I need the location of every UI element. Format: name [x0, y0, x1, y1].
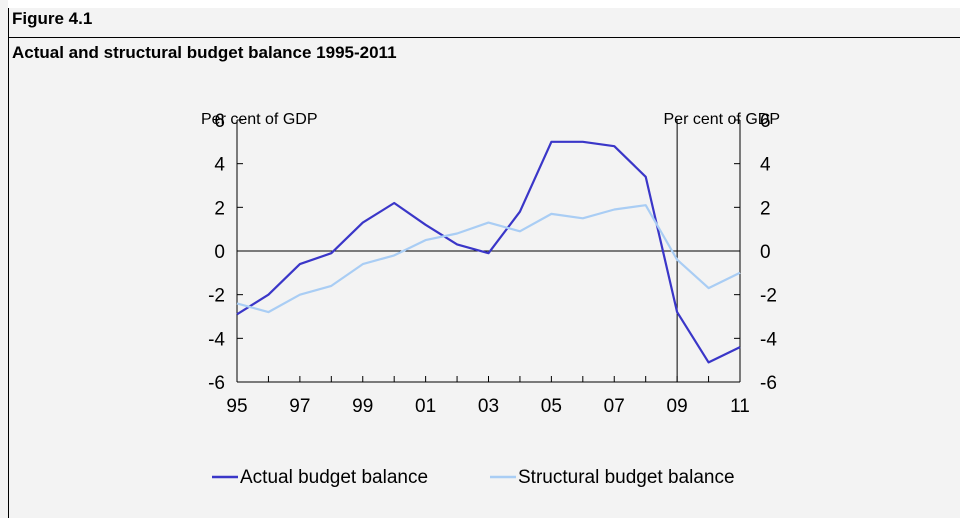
right-y-tick-label: 0: [760, 242, 771, 263]
left-y-tick-label: 6: [214, 111, 225, 132]
actual-balance-line: [236, 140, 741, 364]
structural-balance-line: [236, 204, 741, 314]
x-tick-label: 01: [415, 396, 436, 417]
legend-label-actual: Actual budget balance: [240, 467, 428, 488]
chart-axes: -6 -6 -4 -4 -2 -2 0 0 2 2 4 4 6 6 95 97 99 01 03 05 07 09 11: [208, 111, 777, 417]
x-tick-label: 99: [352, 396, 373, 417]
chart-series: [236, 140, 741, 364]
x-tick-label: 11: [730, 396, 750, 417]
left-y-tick-label: 0: [214, 242, 225, 263]
x-tick-label: 95: [226, 396, 247, 417]
left-y-tick-label: -2: [208, 286, 225, 307]
right-y-tick-label: -4: [760, 329, 777, 350]
left-y-tick-label: -6: [208, 373, 225, 394]
right-y-tick-label: -2: [760, 286, 777, 307]
left-axis-unit: Per cent of GDP: [201, 111, 318, 128]
figure-title: Actual and structural budget balance 199…: [12, 43, 397, 62]
x-tick-label: 97: [289, 396, 310, 417]
right-axis-unit: Per cent of GDP: [664, 111, 781, 128]
x-tick-label: 09: [667, 396, 688, 417]
legend-label-structural: Structural budget balance: [518, 467, 735, 488]
header-band: [8, 0, 960, 8]
left-y-tick-label: -4: [208, 329, 225, 350]
right-y-tick-label: 4: [760, 155, 771, 176]
right-y-tick-label: 6: [760, 111, 771, 132]
x-tick-label: 05: [541, 396, 562, 417]
figure-label: Figure 4.1: [12, 9, 93, 28]
left-y-tick-label: 2: [214, 198, 225, 219]
left-margin-rule: [8, 8, 9, 518]
chart-legend: Actual budget balance Structural budget b…: [212, 467, 735, 488]
right-y-tick-label: -6: [760, 373, 777, 394]
x-tick-label: 03: [478, 396, 499, 417]
title-separator: [8, 37, 960, 38]
left-y-tick-label: 4: [214, 155, 225, 176]
x-tick-label: 07: [604, 396, 625, 417]
right-y-tick-label: 2: [760, 198, 771, 219]
